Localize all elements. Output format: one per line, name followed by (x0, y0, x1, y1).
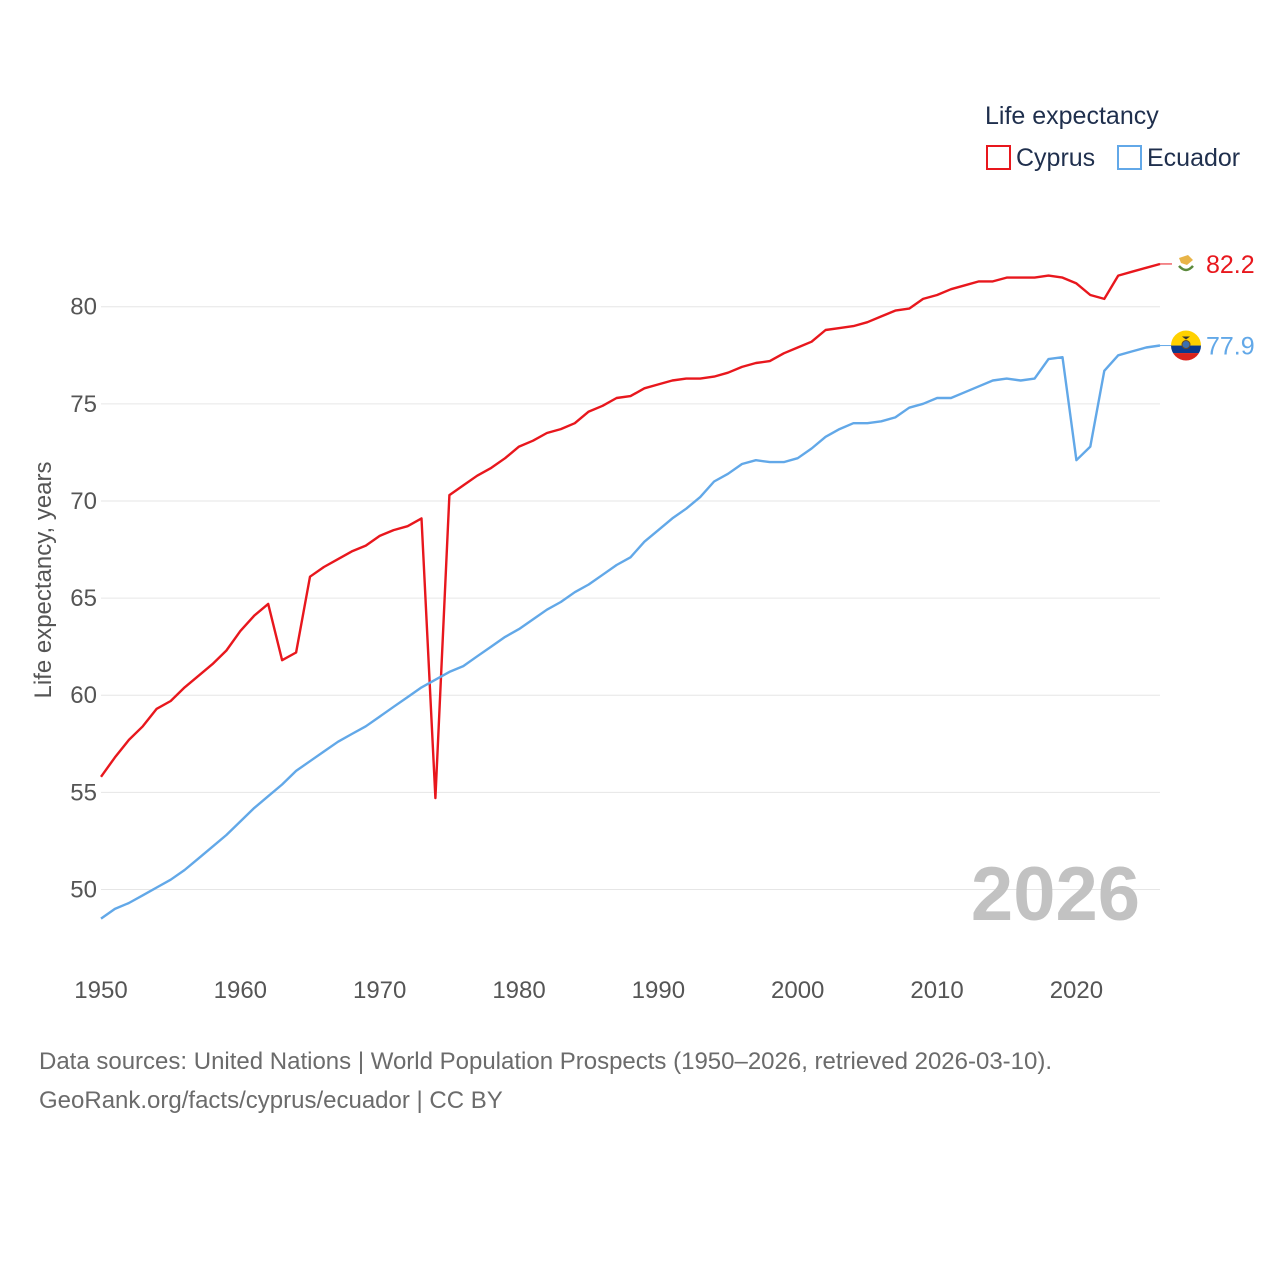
y-axis-ticks: 50 55 60 65 70 75 80 (70, 294, 97, 904)
stripe-red (1171, 353, 1201, 361)
legend-item-cyprus[interactable]: Cyprus (986, 144, 1095, 172)
x-tick-label: 2010 (910, 977, 963, 1004)
footer: Data sources: United Nations | World Pop… (39, 1042, 1259, 1120)
year-watermark: 2026 (971, 852, 1140, 937)
y-axis-label: Life expectancy, years (30, 461, 57, 698)
series-line-ecuador[interactable] (100, 344, 1161, 920)
x-tick-label: 1970 (353, 977, 406, 1004)
y-tick-label: 55 (70, 779, 97, 806)
island-shape (1179, 254, 1193, 265)
x-tick-label: 2020 (1050, 977, 1103, 1004)
x-tick-label: 1950 (74, 977, 127, 1004)
series-end-labels: 82.2 77.9 (1160, 249, 1255, 361)
x-tick-label: 1960 (214, 977, 267, 1004)
olive-branches (1178, 265, 1194, 272)
series-lines (100, 262, 1161, 920)
y-tick-label: 80 (70, 294, 97, 321)
credit-link[interactable]: GeoRank.org/facts/cyprus/ecuador | CC BY (39, 1087, 503, 1114)
coat-of-arms (1181, 340, 1191, 350)
legend-swatch-ecuador (1117, 145, 1142, 170)
y-tick-label: 60 (70, 682, 97, 709)
x-tick-label: 1980 (492, 977, 545, 1004)
data-sources-text: Data sources: United Nations | World Pop… (39, 1048, 1053, 1075)
x-tick-label: 2000 (771, 977, 824, 1004)
legend-item-ecuador[interactable]: Ecuador (1117, 144, 1240, 172)
ecuador-flag-icon (1160, 330, 1201, 361)
grid-lines (101, 306, 1160, 890)
cyprus-flag-icon (1160, 249, 1200, 278)
end-value-ecuador: 77.9 (1206, 333, 1255, 361)
x-tick-label: 1990 (632, 977, 685, 1004)
stripe-blue (1171, 345, 1201, 354)
legend[interactable]: Life expectancy Cyprus Ecuador (985, 102, 1240, 172)
legend-swatch-cyprus (986, 145, 1011, 170)
series-line-cyprus[interactable] (100, 262, 1161, 800)
legend-label-ecuador: Ecuador (1147, 144, 1240, 172)
y-tick-label: 50 (70, 876, 97, 903)
y-tick-label: 70 (70, 488, 97, 515)
y-tick-label: 75 (70, 391, 97, 418)
legend-title: Life expectancy (985, 102, 1159, 130)
end-value-cyprus: 82.2 (1206, 251, 1255, 279)
y-tick-label: 65 (70, 585, 97, 612)
legend-label-cyprus: Cyprus (1016, 144, 1095, 172)
x-axis-ticks: 1950 1960 1970 1980 1990 2000 2010 2020 (74, 977, 1103, 1004)
condor (1182, 336, 1190, 340)
